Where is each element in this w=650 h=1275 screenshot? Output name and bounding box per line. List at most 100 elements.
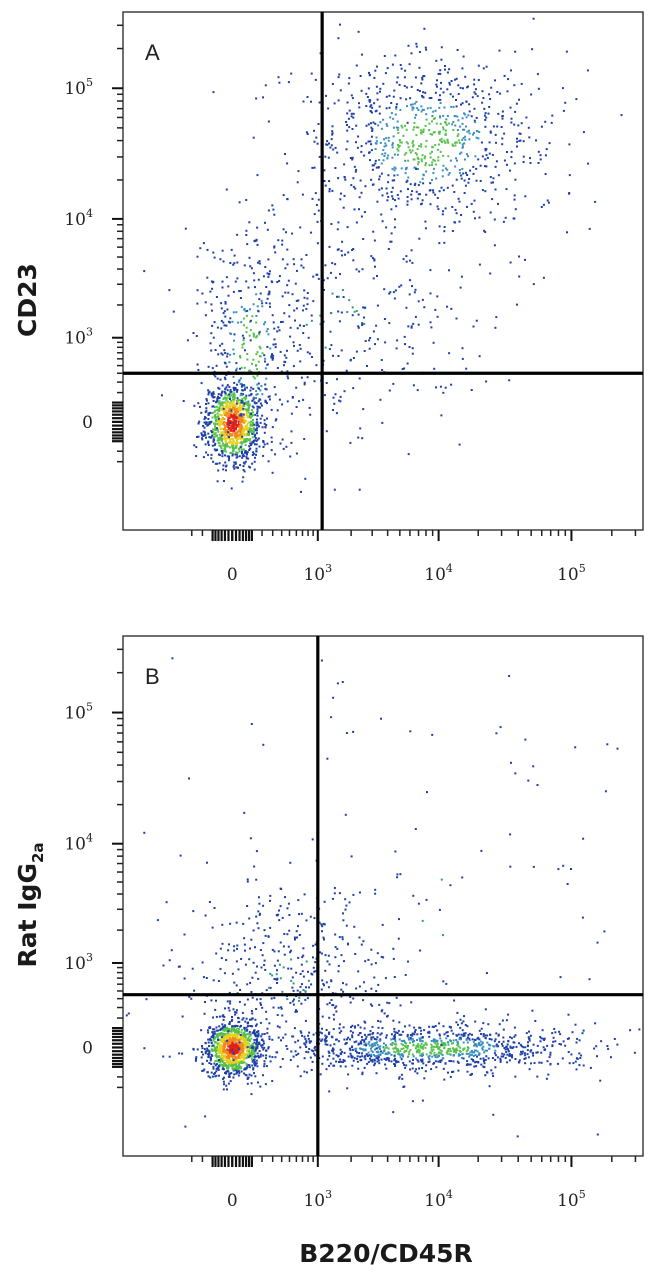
event-point xyxy=(391,146,394,149)
event-point xyxy=(380,213,383,216)
event-point xyxy=(508,1053,511,1055)
event-point xyxy=(245,1046,248,1049)
event-point xyxy=(322,982,325,985)
event-point xyxy=(483,107,486,110)
event-point xyxy=(216,429,219,431)
event-point xyxy=(504,1056,507,1059)
event-point xyxy=(241,1053,244,1056)
event-point xyxy=(246,401,249,404)
event-point xyxy=(445,1031,448,1034)
event-point xyxy=(327,156,330,159)
event-point xyxy=(209,1076,212,1079)
event-point xyxy=(240,1031,243,1034)
event-point xyxy=(336,248,339,251)
event-point xyxy=(537,150,540,153)
event-point xyxy=(431,120,433,123)
event-point xyxy=(408,293,411,296)
event-point xyxy=(355,141,357,144)
event-point xyxy=(210,332,213,335)
event-point xyxy=(255,314,258,317)
event-point xyxy=(473,119,476,122)
event-point xyxy=(250,415,253,418)
event-point xyxy=(222,1044,225,1047)
event-point xyxy=(589,1066,592,1069)
event-point xyxy=(276,367,279,369)
event-point xyxy=(188,995,191,998)
event-point xyxy=(221,452,224,455)
event-point xyxy=(376,1060,379,1063)
event-point xyxy=(305,1041,308,1044)
event-point xyxy=(352,893,355,896)
event-point xyxy=(241,456,244,459)
event-point xyxy=(446,140,449,143)
event-point xyxy=(477,137,480,140)
event-point xyxy=(413,291,416,294)
event-point xyxy=(271,471,274,474)
event-point xyxy=(445,118,448,121)
event-point xyxy=(444,167,447,170)
event-point xyxy=(407,453,410,456)
y-tick-label: 0 xyxy=(82,413,93,433)
event-point xyxy=(277,1036,280,1039)
event-point xyxy=(235,1061,238,1063)
event-point xyxy=(240,305,243,308)
event-point xyxy=(461,102,464,105)
event-point xyxy=(513,1035,516,1038)
event-point xyxy=(202,425,205,427)
event-point xyxy=(286,349,288,352)
event-point xyxy=(270,408,273,411)
event-point xyxy=(329,330,332,333)
event-point xyxy=(230,413,233,416)
event-point xyxy=(232,450,235,453)
event-point xyxy=(268,292,271,295)
event-point xyxy=(310,1069,313,1071)
event-point xyxy=(203,418,206,421)
event-point xyxy=(253,468,256,471)
event-point xyxy=(418,1037,421,1040)
event-point xyxy=(468,178,471,180)
event-point xyxy=(334,167,337,169)
event-point xyxy=(312,275,315,278)
event-point xyxy=(256,427,259,430)
event-point xyxy=(498,1023,501,1026)
event-point xyxy=(368,1054,371,1057)
event-point xyxy=(230,1061,233,1064)
event-point xyxy=(480,1063,483,1066)
event-point xyxy=(212,280,215,283)
event-point xyxy=(214,449,217,452)
event-point xyxy=(323,288,325,291)
event-point xyxy=(462,145,464,148)
event-point xyxy=(409,279,411,282)
event-point xyxy=(283,312,286,315)
event-point xyxy=(264,387,267,390)
event-point xyxy=(242,1036,245,1039)
event-point xyxy=(468,132,471,135)
event-point xyxy=(445,123,448,126)
event-point xyxy=(445,1051,448,1054)
event-point xyxy=(221,449,224,452)
event-point xyxy=(410,198,413,201)
event-point xyxy=(310,100,312,103)
event-point xyxy=(161,394,163,397)
event-point xyxy=(437,208,440,211)
event-point xyxy=(406,121,409,124)
event-point xyxy=(586,69,589,72)
event-point xyxy=(439,1059,442,1062)
event-point xyxy=(340,192,342,195)
event-point xyxy=(243,1029,246,1032)
event-point xyxy=(509,106,512,109)
event-point xyxy=(236,1038,239,1041)
event-point xyxy=(220,1033,223,1036)
event-point xyxy=(236,1025,239,1027)
event-point xyxy=(454,1049,457,1052)
event-point xyxy=(395,103,398,106)
event-point xyxy=(297,170,300,173)
event-point xyxy=(243,1026,246,1029)
event-point xyxy=(259,1021,262,1024)
event-point xyxy=(238,406,241,409)
event-point xyxy=(362,999,365,1002)
event-point xyxy=(216,462,219,465)
event-point xyxy=(485,148,488,151)
event-point xyxy=(486,1071,489,1074)
event-point xyxy=(414,1070,417,1073)
